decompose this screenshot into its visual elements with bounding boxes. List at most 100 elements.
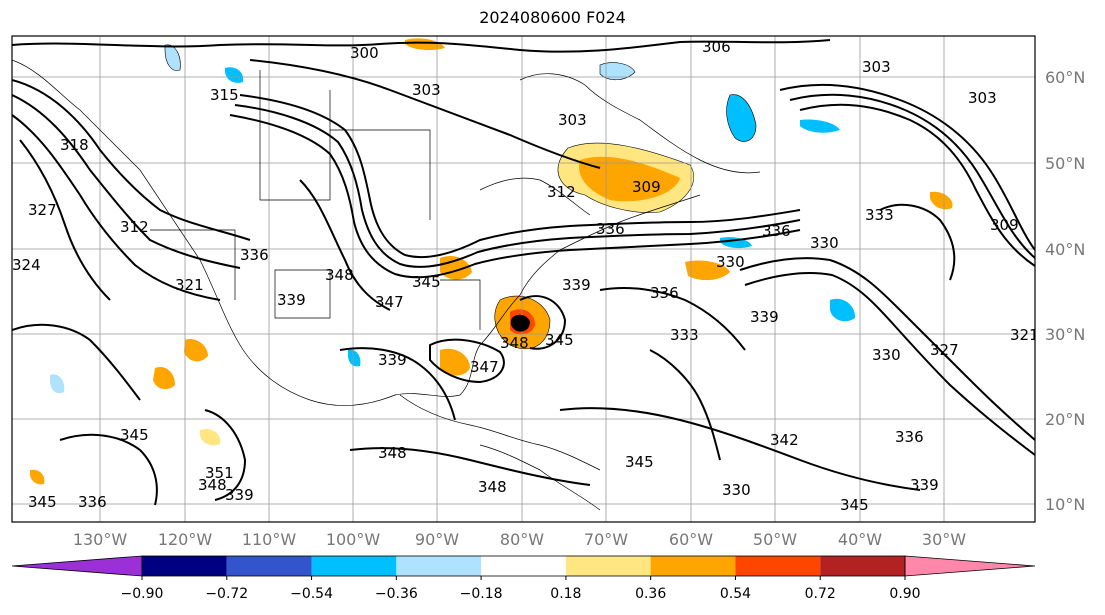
longitude-labels: 130°W 120°W 110°W 100°W 90°W 80°W 70°W 6…	[73, 530, 966, 549]
contour-label: 315	[210, 86, 239, 104]
contour-label: 342	[770, 431, 799, 449]
colorbar-tick-label: 0.90	[889, 586, 920, 602]
colorbar-extend-high	[904, 555, 1036, 577]
lat-label: 50°N	[1045, 154, 1085, 173]
positive-shading-patch	[930, 191, 953, 210]
colorbar-segment	[565, 556, 651, 576]
negative-shading-patch	[726, 94, 757, 142]
contour-label: 330	[872, 346, 901, 364]
lat-label: 20°N	[1045, 410, 1085, 429]
lat-label: 30°N	[1045, 325, 1085, 344]
contour-label: 330	[810, 234, 839, 252]
lon-label: 50°W	[753, 530, 797, 549]
contour-label: 327	[28, 201, 57, 219]
contour-label: 336	[596, 220, 625, 238]
contour-label: 348	[500, 334, 529, 352]
contour-label: 318	[60, 136, 89, 154]
contour-label: 345	[28, 493, 57, 511]
colorbar-tick-label: 0.72	[805, 586, 836, 602]
positive-shading-patch	[405, 38, 445, 51]
colorbar-tick-label: −0.90	[121, 586, 164, 602]
negative-shading-patch	[800, 119, 840, 133]
negative-shading-patch	[348, 349, 361, 367]
contour-label: 336	[895, 428, 924, 446]
latitude-labels: 10°N 20°N 30°N 40°N 50°N 60°N	[1045, 68, 1085, 514]
cyclone-center	[510, 314, 530, 332]
contour-label: 309	[990, 216, 1019, 234]
positive-shading-patch	[30, 469, 45, 485]
negative-shading-patch	[830, 298, 856, 322]
contour-label: 345	[545, 331, 574, 349]
contour-label: 347	[375, 293, 404, 311]
contour-label: 300	[350, 44, 379, 62]
contour-label: 303	[558, 111, 587, 129]
contour-label: 336	[762, 222, 791, 240]
contour-label-layer: 300 303 303 306 303 303 315 312 309 327 …	[12, 38, 1039, 514]
contour-label: 339	[910, 476, 939, 494]
contour-label: 306	[702, 38, 731, 56]
lon-label: 70°W	[584, 530, 628, 549]
colorbar-tick-label: −0.54	[290, 586, 333, 602]
contour-label: 348	[325, 266, 354, 284]
colorbar-tick-label: 0.36	[635, 586, 666, 602]
negative-shading-patch	[225, 67, 244, 83]
lon-label: 110°W	[242, 530, 297, 549]
lat-label: 10°N	[1045, 495, 1085, 514]
negative-shading-patch	[50, 374, 65, 394]
colorbar-segment	[311, 556, 397, 576]
contour-label: 312	[547, 183, 576, 201]
lat-label: 60°N	[1045, 68, 1085, 87]
lon-label: 120°W	[158, 530, 213, 549]
contour-label: 351	[205, 464, 234, 482]
lon-label: 80°W	[500, 530, 544, 549]
colorbar: −0.90 −0.72 −0.54 −0.36 −0.18 0.18 0.36 0.54 0.7…	[11, 555, 1036, 602]
lon-label: 90°W	[415, 530, 459, 549]
contour-label: 321	[1010, 326, 1039, 344]
contour-lines	[12, 39, 1035, 506]
colorbar-outline	[141, 555, 906, 577]
contour-label: 303	[862, 58, 891, 76]
contour-label: 339	[378, 351, 407, 369]
lat-label: 40°N	[1045, 240, 1085, 259]
positive-shading-patch	[184, 339, 208, 362]
contour-label: 303	[412, 81, 441, 99]
contour-label: 345	[840, 496, 869, 514]
colorbar-extend-low	[11, 555, 143, 577]
contour-label: 330	[722, 481, 751, 499]
map-frame	[11, 35, 1036, 523]
contour-label: 333	[865, 206, 894, 224]
contour-label: 309	[632, 178, 661, 196]
colorbar-segment	[396, 556, 482, 576]
colorbar-segment	[226, 556, 312, 576]
colorbar-tick-label: −0.36	[375, 586, 418, 602]
contour-label: 336	[78, 493, 107, 511]
map-title: 2024080600 F024	[479, 8, 626, 27]
contour-label: 345	[625, 453, 654, 471]
contour-label: 339	[750, 308, 779, 326]
colorbar-tick-label: 0.18	[550, 586, 581, 602]
contour-label: 339	[277, 291, 306, 309]
colorbar-segment	[735, 556, 821, 576]
contour-label: 321	[175, 276, 204, 294]
positive-shading-patch	[685, 260, 730, 281]
contour-label: 348	[378, 444, 407, 462]
map-content: 300 303 303 306 303 303 315 312 309 327 …	[12, 36, 1039, 522]
lon-label: 40°W	[838, 530, 882, 549]
contour-label: 333	[670, 326, 699, 344]
lon-label: 30°W	[922, 530, 966, 549]
contour-label: 303	[968, 89, 997, 107]
positive-shading-patch	[579, 156, 680, 202]
positive-shading-patch	[200, 428, 221, 446]
lon-label: 100°W	[326, 530, 381, 549]
colorbar-tick-label: −0.18	[460, 586, 503, 602]
contour-label: 336	[240, 246, 269, 264]
contour-label: 339	[562, 276, 591, 294]
contour-label: 345	[412, 273, 441, 291]
contour-label: 345	[120, 426, 149, 444]
contour-label: 327	[930, 341, 959, 359]
colorbar-tick-label: 0.54	[720, 586, 751, 602]
contour-label: 336	[650, 284, 679, 302]
contour-label: 347	[470, 358, 499, 376]
positive-shading-patch	[440, 348, 470, 376]
contour-label: 312	[120, 218, 149, 236]
